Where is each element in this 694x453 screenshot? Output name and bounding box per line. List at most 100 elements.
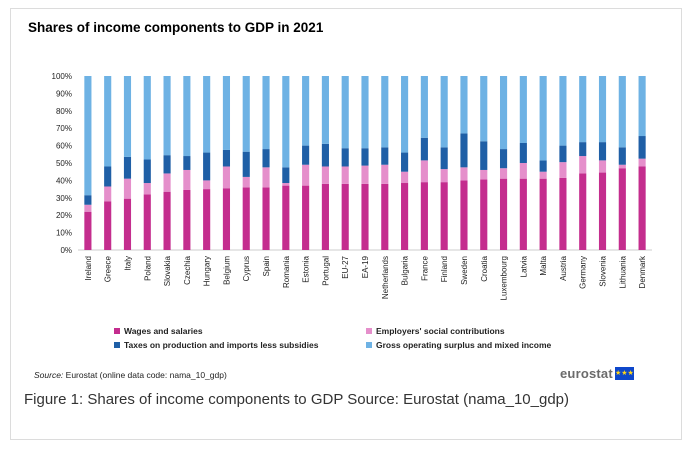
x-tick-label: EA-19	[361, 255, 370, 278]
bar-segment	[282, 185, 290, 250]
bar-segment	[203, 152, 211, 181]
bar-segment	[143, 183, 151, 195]
bar-segment	[222, 166, 231, 189]
bar-segment	[539, 160, 547, 172]
x-axis-labels: Ireland Greece Italy Poland Slovakia Czechia H…	[84, 255, 647, 300]
bar-segment	[183, 76, 191, 157]
x-tick-label: Luxembourg	[500, 256, 509, 300]
legend-swatch-operating-surplus	[366, 342, 372, 348]
bar-segment	[499, 149, 508, 169]
bar-segment	[341, 183, 349, 250]
bar-segment	[123, 198, 132, 250]
bar-segment	[401, 183, 409, 250]
bar-segment	[598, 142, 607, 161]
bar-segment	[401, 152, 409, 172]
legend-item-wages: Wages and salaries	[114, 326, 366, 336]
bar-segment	[183, 169, 191, 190]
x-tick-label: Malta	[539, 255, 548, 275]
eurostat-logo: eurostat ★★★	[560, 366, 634, 381]
bar-segment	[460, 76, 468, 134]
x-tick-label: Hungary	[203, 256, 212, 286]
bar-segment	[222, 188, 231, 250]
bar-segment	[420, 182, 428, 250]
bar-segment	[440, 169, 448, 183]
bar-segment	[460, 180, 468, 250]
bar-segment	[519, 178, 527, 250]
x-tick-label: Denmark	[638, 255, 647, 288]
bar-segment	[321, 143, 329, 167]
y-tick-label: 30%	[56, 194, 72, 203]
x-tick-label: Netherlands	[381, 256, 390, 299]
bar-segment	[381, 147, 389, 165]
x-tick-label: France	[420, 255, 429, 280]
bar-segment	[618, 147, 626, 165]
bar-segment	[104, 186, 112, 202]
x-tick-label: Latvia	[519, 255, 528, 277]
bar-segment	[84, 204, 92, 212]
bar-segment	[203, 76, 211, 153]
y-tick-label: 60%	[56, 142, 72, 151]
x-tick-label: Lithuania	[618, 255, 627, 288]
bar-segment	[242, 151, 250, 177]
x-tick-label: Croatia	[480, 255, 489, 281]
bar-segment	[559, 177, 567, 250]
bar-segment	[361, 165, 369, 184]
bar-segment	[618, 76, 626, 148]
bar-segment	[282, 167, 290, 184]
bar-segment	[638, 158, 646, 167]
x-tick-label: Italy	[123, 256, 132, 271]
bar-segment	[222, 76, 231, 150]
bar-segment	[579, 156, 587, 174]
y-tick-label: 90%	[56, 89, 72, 98]
bar-segment	[579, 173, 587, 250]
y-tick-label: 20%	[56, 211, 72, 220]
bar-segment	[579, 76, 587, 143]
bar-segment	[242, 176, 250, 188]
y-tick-label: 80%	[56, 107, 72, 116]
bar-segment	[618, 164, 626, 169]
x-tick-label: Poland	[143, 256, 152, 281]
bar-segment	[638, 136, 646, 159]
legend-label-social-contributions: Employers' social contributions	[376, 326, 505, 336]
y-tick-label: 70%	[56, 124, 72, 133]
bar-segment	[163, 191, 171, 250]
bar-segment	[480, 169, 488, 180]
x-tick-label: Sweden	[460, 256, 469, 285]
bar-segment	[302, 145, 310, 165]
bar-segment	[321, 183, 329, 250]
source-text: Eurostat (online data code: nama_10_gdp)	[63, 370, 227, 380]
brand-name: eurostat	[560, 366, 613, 381]
bar-segment	[321, 166, 329, 184]
bar-segment	[123, 156, 132, 179]
bar-segment	[361, 183, 369, 250]
bar-segment	[203, 189, 211, 250]
bar-segment	[143, 159, 151, 184]
legend-label-operating-surplus: Gross operating surplus and mixed income	[376, 340, 552, 350]
bar-segment	[539, 171, 547, 179]
bar-segment	[183, 156, 191, 170]
bar-segment	[381, 183, 389, 250]
chart-legend: Wages and salaries Employers' social con…	[114, 326, 584, 350]
y-tick-label: 50%	[56, 159, 72, 168]
bar-segment	[262, 187, 270, 250]
bar-segment	[598, 172, 607, 250]
bar-segment	[440, 147, 448, 170]
chart-title: Shares of income components to GDP in 20…	[28, 20, 324, 35]
legend-item-operating-surplus: Gross operating surplus and mixed income	[366, 340, 584, 350]
bar-segment	[104, 166, 112, 187]
bar-segment	[203, 180, 211, 190]
source-label: Source:	[34, 370, 64, 380]
x-tick-label: Germany	[579, 256, 588, 289]
bar-segment	[361, 76, 369, 149]
bars	[84, 76, 646, 250]
x-tick-label: Portugal	[321, 256, 330, 286]
x-tick-label: EU-27	[341, 255, 350, 278]
bar-segment	[638, 76, 646, 137]
bar-segment	[460, 167, 468, 181]
bar-segment	[302, 76, 310, 146]
x-tick-label: Romania	[282, 255, 291, 288]
bar-segment	[480, 76, 488, 142]
bar-segment	[519, 163, 527, 179]
x-tick-label: Finland	[440, 256, 449, 282]
bar-segment	[163, 173, 171, 192]
